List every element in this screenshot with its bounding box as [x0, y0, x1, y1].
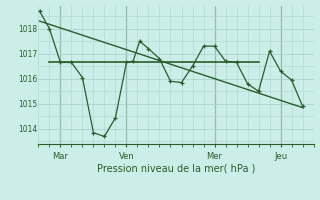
X-axis label: Pression niveau de la mer( hPa ): Pression niveau de la mer( hPa ) — [97, 163, 255, 173]
